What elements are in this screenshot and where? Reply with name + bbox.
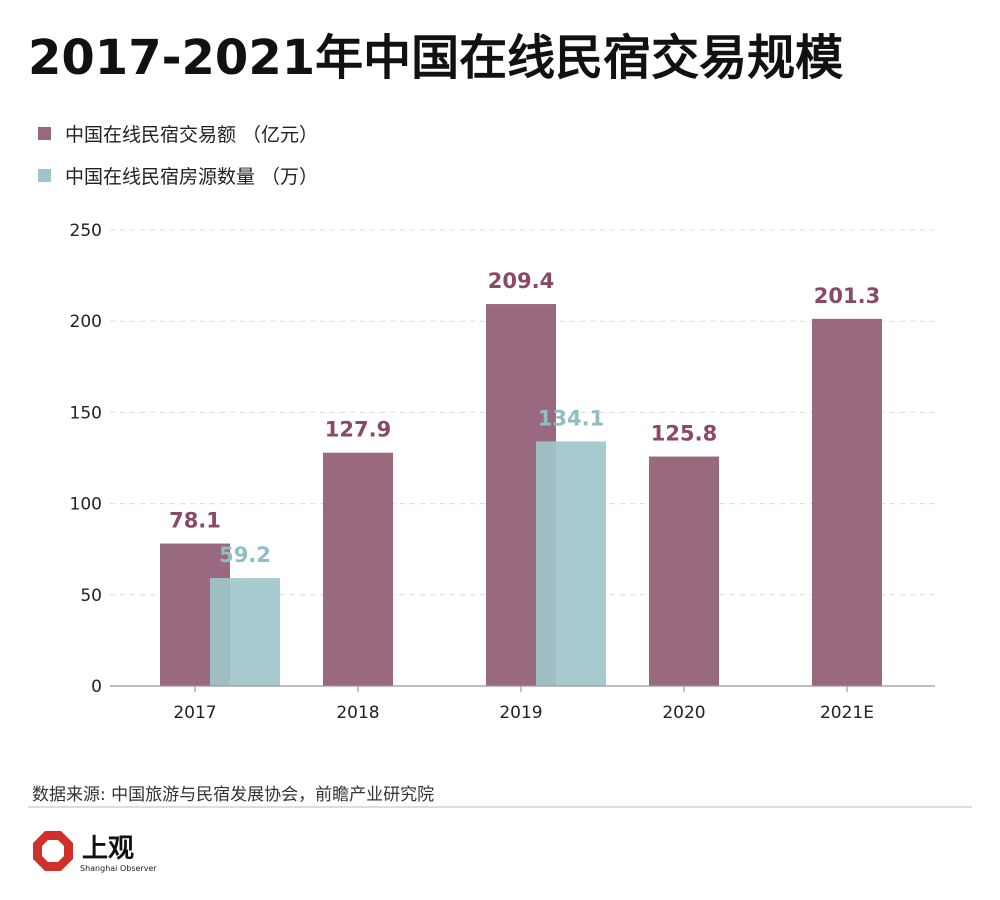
bar-listings: [210, 578, 280, 686]
bar-transaction: [649, 456, 719, 686]
data-label: 78.1: [169, 509, 221, 533]
legend: 中国在线民宿交易额 （亿元） 中国在线民宿房源数量 （万）: [38, 118, 318, 202]
data-label: 201.3: [814, 284, 880, 308]
source-note: 数据来源: 中国旅游与民宿发展协会，前瞻产业研究院: [32, 785, 435, 805]
x-tick-label: 2020: [662, 703, 705, 723]
y-tick-label: 100: [70, 495, 102, 515]
brand-subtitle: Shanghai Observer: [80, 864, 157, 873]
x-tick-label: 2018: [336, 703, 379, 723]
data-label: 125.8: [651, 422, 717, 446]
legend-label-listings: 中国在线民宿房源数量 （万）: [65, 165, 319, 188]
octagon-logo-icon: [33, 831, 73, 871]
x-tick-label: 2019: [499, 703, 542, 723]
legend-label-transaction: 中国在线民宿交易额 （亿元）: [65, 123, 319, 146]
data-label: 209.4: [488, 269, 554, 293]
bar-transaction: [812, 318, 882, 686]
data-label: 134.1: [538, 406, 604, 430]
data-label: 127.9: [325, 418, 391, 442]
y-tick-label: 150: [70, 403, 102, 423]
y-tick-label: 50: [80, 586, 102, 606]
footer-divider: [28, 806, 972, 808]
legend-item-listings: 中国在线民宿房源数量 （万）: [38, 160, 318, 190]
brand-logo: 上观 Shanghai Observer: [32, 830, 192, 880]
y-tick-label: 250: [70, 221, 102, 241]
chart-title: 2017-2021年中国在线民宿交易规模: [28, 30, 844, 86]
legend-item-transaction: 中国在线民宿交易额 （亿元）: [38, 118, 318, 148]
bar-transaction: [323, 452, 393, 686]
x-tick-label: 2017: [173, 703, 216, 723]
data-label: 59.2: [219, 543, 271, 567]
bar-listings: [536, 441, 606, 686]
y-tick-label: 200: [70, 312, 102, 332]
legend-swatch-transaction: [38, 126, 51, 140]
bar-chart: 0 50 100 150 200 250 78.1 127.9 209.4 125.8 201.3 5…: [70, 221, 935, 723]
legend-swatch-listings: [38, 168, 51, 182]
x-tick-label: 2021E: [820, 703, 874, 723]
brand-name: 上观: [82, 834, 135, 864]
y-tick-label: 0: [91, 677, 102, 697]
